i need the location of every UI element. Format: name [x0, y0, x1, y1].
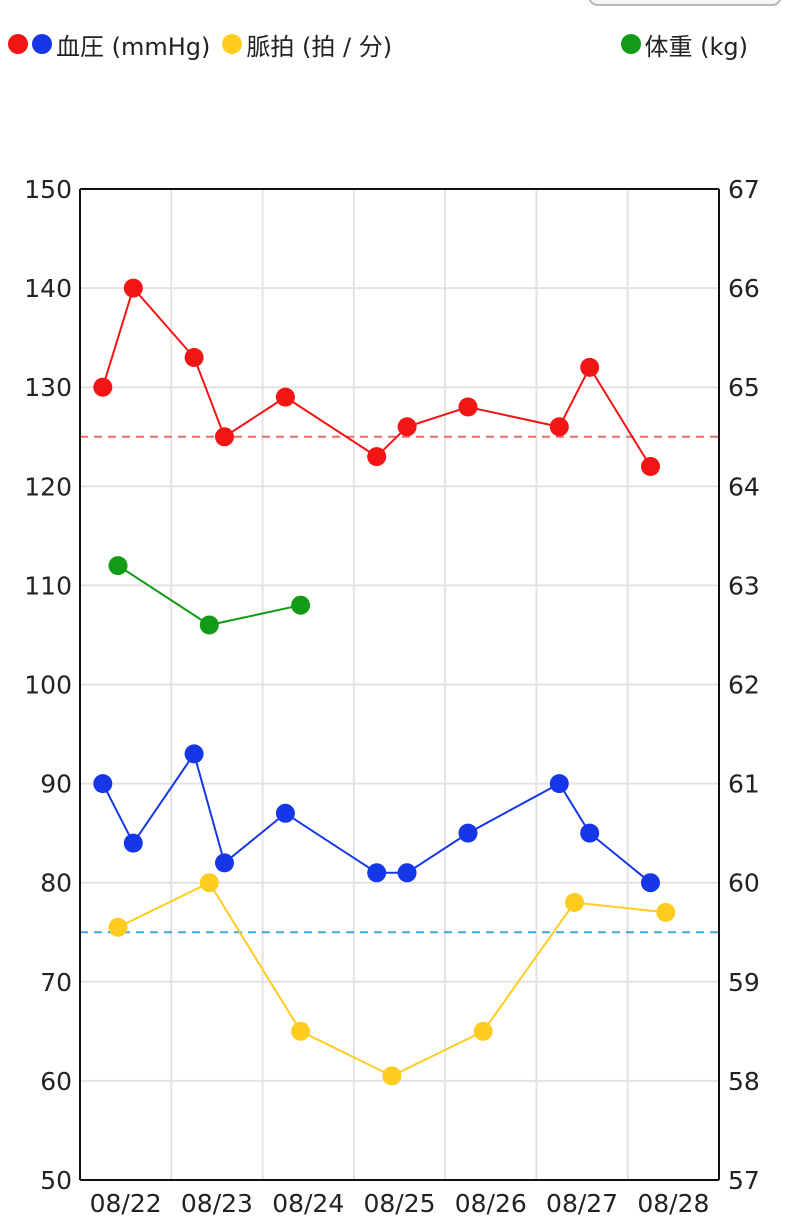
data-point — [184, 348, 204, 367]
data-point — [291, 1021, 311, 1041]
left-y-tick-label: 50 — [40, 1166, 72, 1195]
left-y-tick-label: 120 — [24, 472, 72, 501]
blood-pressure-systolic-dot-icon — [8, 34, 28, 54]
data-point — [275, 803, 295, 823]
data-point — [367, 863, 387, 883]
pulse-dot-icon — [222, 34, 243, 54]
right-y-tick-label: 64 — [728, 472, 760, 501]
data-point — [93, 377, 113, 397]
right-y-tick-label: 67 — [728, 175, 760, 204]
right-y-tick-label: 59 — [728, 968, 760, 997]
x-tick-label: 08/22 — [90, 1189, 162, 1217]
x-tick-label: 08/24 — [272, 1189, 344, 1217]
right-y-tick-label: 63 — [728, 571, 760, 600]
left-y-tick-label: 150 — [24, 175, 72, 204]
left-y-tick-label: 100 — [24, 671, 72, 700]
data-point — [93, 774, 113, 794]
legend-label-blood-pressure: 血圧 (mmHg) — [56, 32, 211, 61]
weight-dot-icon — [620, 34, 641, 54]
data-point — [458, 823, 478, 843]
data-point — [215, 427, 234, 447]
data-point — [397, 863, 417, 883]
x-tick-label: 08/23 — [181, 1189, 253, 1217]
left-y-tick-label: 80 — [40, 869, 72, 898]
data-point — [367, 447, 387, 467]
x-tick-label: 08/27 — [546, 1189, 618, 1217]
data-point — [397, 417, 417, 437]
legend-item-weight: 体重 (kg) — [620, 27, 749, 62]
data-point — [108, 556, 128, 576]
right-y-tick-label: 60 — [728, 869, 760, 898]
right-y-tick-label: 58 — [728, 1067, 760, 1096]
legend-label-pulse: 脈拍 (拍 / 分) — [246, 32, 393, 61]
data-point — [108, 917, 128, 937]
x-tick-label: 08/25 — [363, 1189, 435, 1217]
left-y-tick-label: 110 — [24, 571, 72, 600]
data-point — [199, 615, 219, 635]
data-point — [184, 744, 204, 764]
data-point — [656, 902, 676, 922]
data-point — [275, 387, 295, 407]
right-y-tick-label: 66 — [728, 274, 760, 303]
data-point — [458, 397, 478, 417]
left-y-tick-label: 90 — [40, 770, 72, 799]
data-point — [641, 873, 660, 893]
left-y-tick-label: 60 — [40, 1067, 72, 1096]
data-point — [123, 833, 143, 853]
data-point — [215, 853, 234, 873]
data-point — [580, 357, 600, 377]
x-tick-label: 08/28 — [637, 1189, 709, 1217]
left-y-tick-label: 130 — [24, 373, 72, 402]
data-point — [199, 873, 219, 893]
data-point — [565, 893, 584, 912]
x-tick-label: 08/26 — [455, 1189, 527, 1217]
blood-pressure-diastolic-dot-icon — [32, 34, 52, 54]
data-point — [291, 595, 311, 615]
data-point — [580, 823, 600, 843]
legend-item-blood-pressure: 血圧 (mmHg) — [8, 27, 210, 62]
legend-label-weight: 体重 (kg) — [644, 32, 749, 61]
data-point — [473, 1021, 493, 1041]
data-point — [549, 774, 569, 794]
data-point — [549, 417, 569, 437]
legend-left: 血圧 (mmHg) 脈拍 (拍 / 分) — [8, 25, 404, 63]
data-point — [123, 278, 143, 298]
left-y-tick-label: 140 — [24, 274, 72, 303]
right-y-tick-label: 57 — [728, 1166, 760, 1195]
legend-right: 体重 (kg) — [620, 25, 761, 63]
data-point — [641, 457, 660, 476]
left-y-tick-label: 70 — [40, 968, 72, 997]
right-y-tick-label: 65 — [728, 373, 760, 402]
legend-item-pulse: 脈拍 (拍 / 分) — [222, 27, 392, 62]
right-y-tick-label: 61 — [728, 770, 760, 799]
data-point — [382, 1066, 402, 1086]
right-y-tick-label: 62 — [728, 671, 760, 700]
